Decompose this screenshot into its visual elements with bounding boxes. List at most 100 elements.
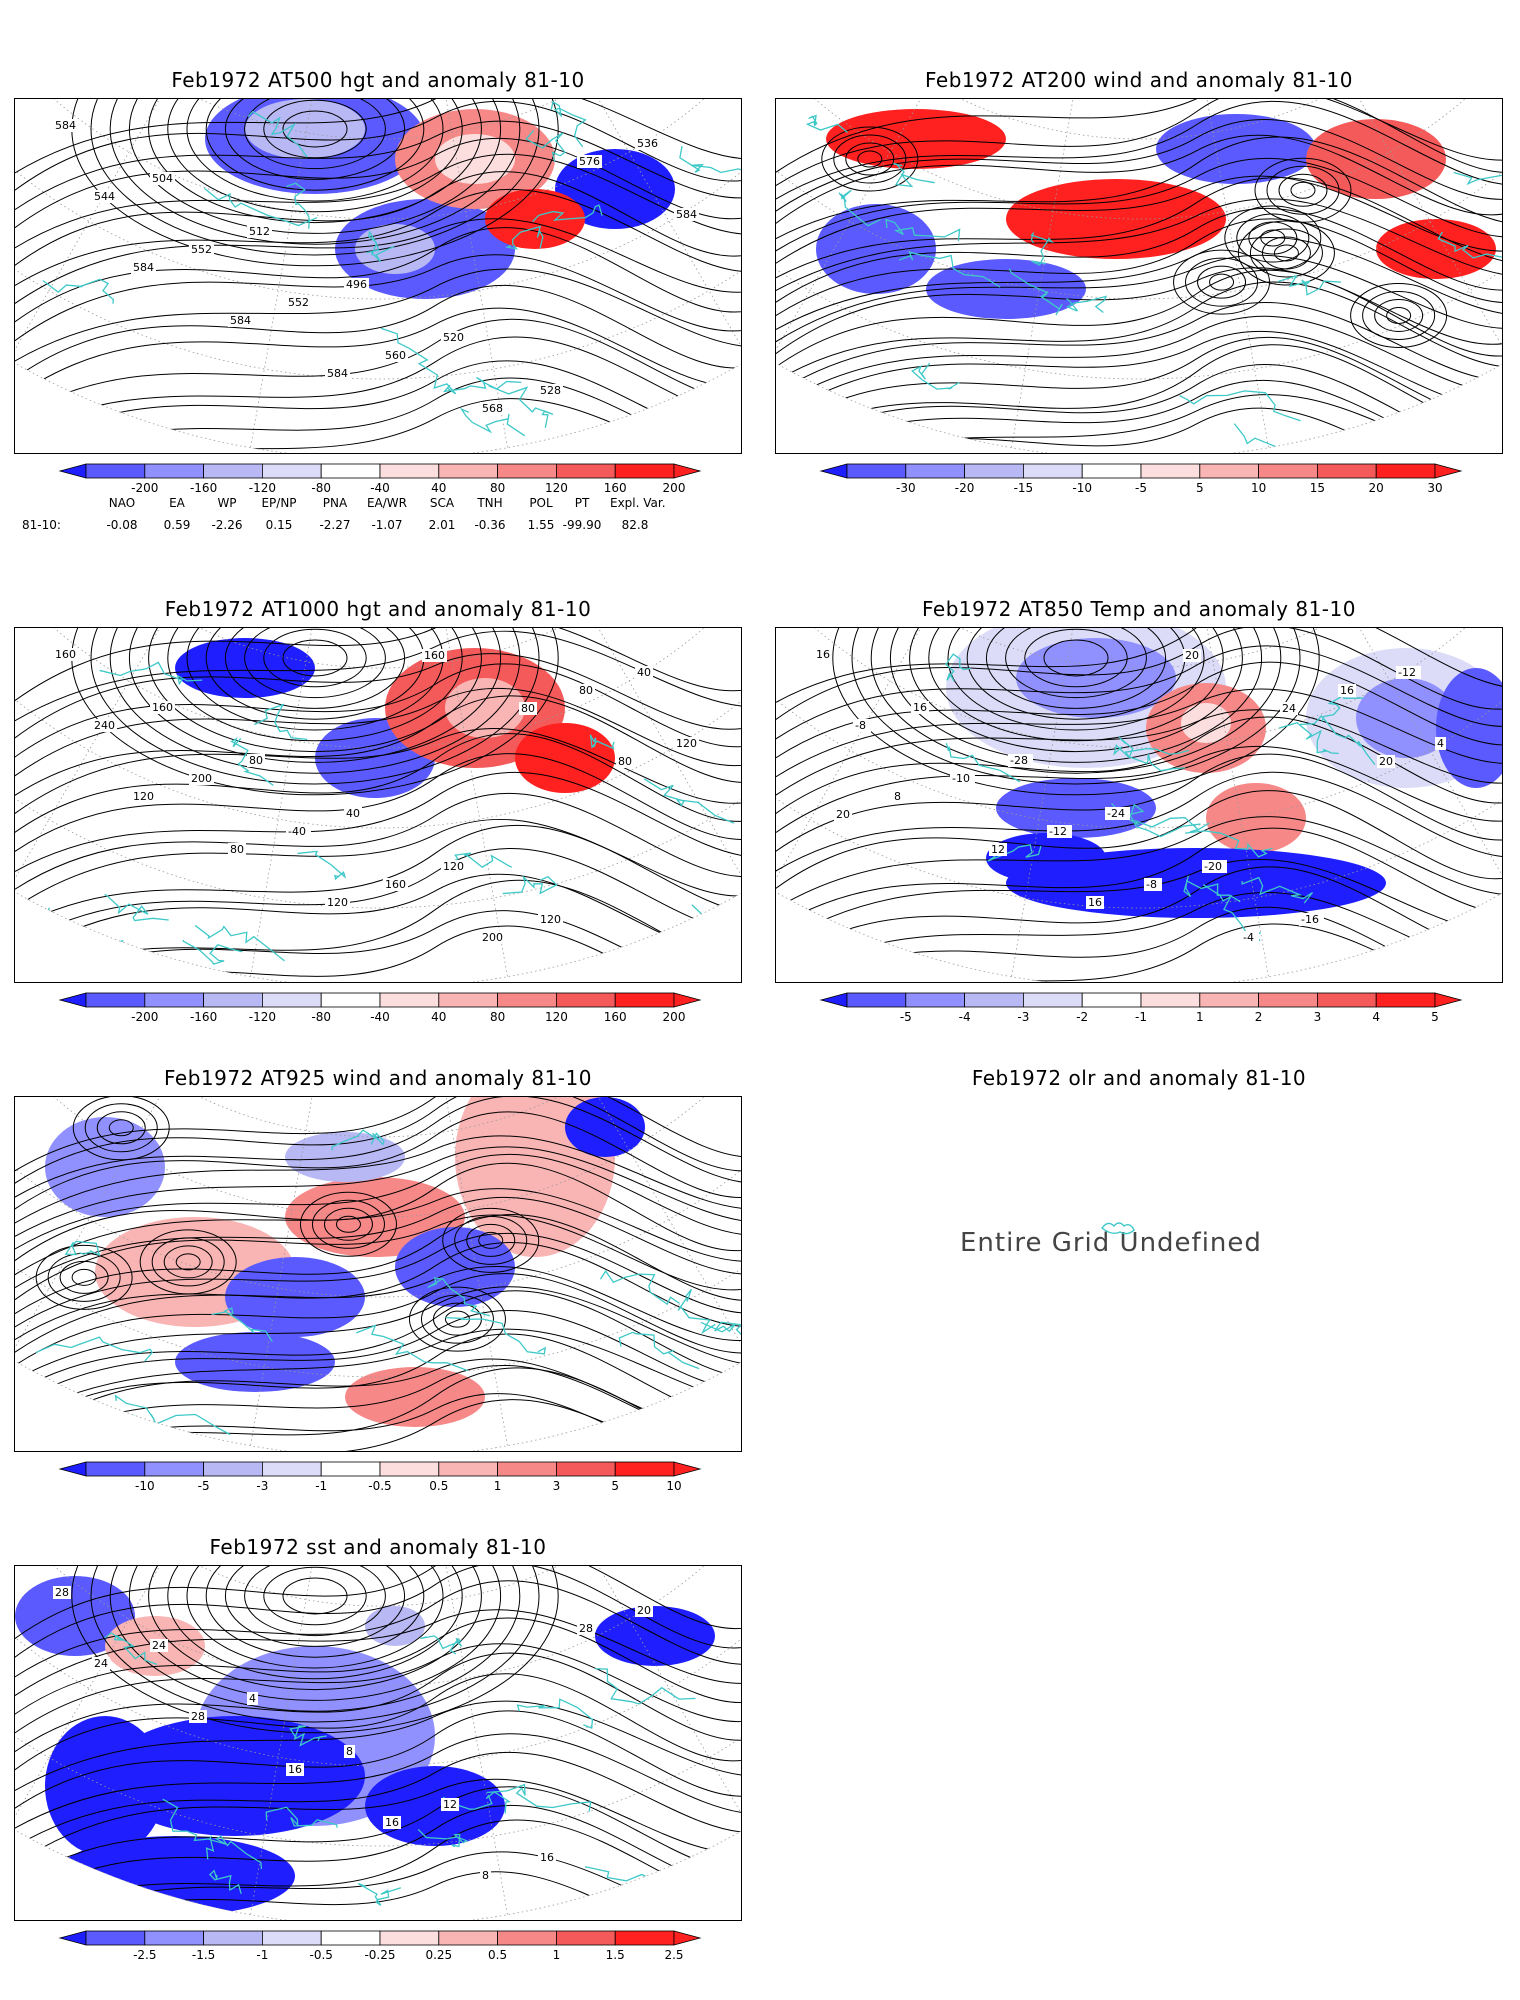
colorbar-tick-label: 15: [1310, 481, 1325, 495]
colorbar-swatch: [1316, 463, 1377, 479]
colorbar-tick-label: 120: [545, 1010, 568, 1024]
map-plot: 28 24 4 8 12 16 20 24 28 16 16 8 28: [15, 1566, 741, 1920]
contour-label: 4: [1437, 737, 1444, 750]
colorbar: -10 -5 -3 -1 -0.5 0.5 1 3 5 10: [58, 1461, 702, 1493]
colorbar-tick-label: 1: [553, 1948, 561, 1962]
colorbar-swatch: [203, 992, 263, 1008]
colorbar: -200 -160 -120 -80 -40 40 80 120 160 200: [58, 992, 702, 1024]
colorbar-swatch: [964, 463, 1024, 479]
contour-label: 20: [1379, 755, 1393, 768]
colorbar-tick-label: -120: [249, 1010, 276, 1024]
colorbar-swatch: [1140, 463, 1201, 479]
contour-label: 20: [836, 808, 850, 821]
teleconnection-indices: NAO EA WP EP/NP PNA EA/WR SCA TNH POL PT Expl. Var…: [22, 496, 742, 536]
colorbar-swatch: [846, 463, 907, 479]
contour-label: 552: [288, 296, 309, 309]
colorbar-tick-label: -40: [370, 1010, 390, 1024]
colorbar-swatch: [85, 1461, 146, 1477]
colorbar-tick-label: -120: [249, 481, 276, 495]
contour-label: 120: [133, 790, 154, 803]
contour-label: 120: [443, 860, 464, 873]
colorbar-tick-label: 10: [1251, 481, 1266, 495]
contour-label: 80: [521, 702, 535, 715]
colorbar-swatch: [261, 992, 322, 1008]
contour-label: 16: [540, 1851, 554, 1864]
contour-label: 16: [385, 1816, 399, 1829]
colorbar: -5 -4 -3 -2 -1 1 2 3 4 5: [819, 992, 1463, 1024]
colorbar-tick-label: 4: [1372, 1010, 1380, 1024]
colorbar-swatch: [320, 1461, 381, 1477]
negative-anomaly-region: [1016, 638, 1176, 718]
colorbar-tick-label: 5: [1431, 1010, 1439, 1024]
map-plot: [776, 99, 1502, 453]
contour-lines: [15, 628, 741, 982]
contour-lines: [15, 1566, 741, 1920]
colorbar-swatch: [144, 463, 205, 479]
colorbar-swatch: [1199, 463, 1259, 479]
colorbar-swatch: [261, 1930, 322, 1946]
contour-label: 544: [94, 190, 115, 203]
colorbar-swatch: [1022, 463, 1083, 479]
colorbar-swatch: [497, 1930, 557, 1946]
colorbar-swatch: [1022, 992, 1083, 1008]
colorbar-swatch: [144, 992, 205, 1008]
negative-anomaly-region: [926, 259, 1086, 319]
index-value: -2.26: [211, 518, 243, 532]
contour-label: 8: [346, 1745, 353, 1758]
index-value: 0.59: [163, 518, 191, 532]
colorbar-tick-label: -5: [198, 1479, 210, 1493]
coastlines: [805, 114, 1502, 453]
colorbar-swatch: [261, 1461, 322, 1477]
index-value: 0.15: [265, 518, 293, 532]
negative-anomaly-region: [1436, 668, 1502, 788]
colorbar-swatch: [85, 463, 146, 479]
colorbar-swatch: [846, 992, 907, 1008]
colorbar-tick-label: 80: [490, 1010, 505, 1024]
contour-label: 20: [1185, 649, 1199, 662]
colorbar-tick-label: -1: [315, 1479, 327, 1493]
map-panel: [775, 98, 1503, 454]
colorbar-swatch: [438, 1930, 498, 1946]
positive-anomaly-region: [445, 678, 525, 738]
colorbar-tick-label: 0.5: [429, 1479, 448, 1493]
positive-anomaly-region: [435, 134, 515, 184]
colorbar-swatch: [144, 1461, 205, 1477]
colorbar-swatch: [614, 1461, 675, 1477]
contour-label: -20: [1204, 860, 1222, 873]
colorbar-tick-label: 2: [1255, 1010, 1263, 1024]
colorbar-swatch: [1199, 992, 1259, 1008]
colorbar-swatch: [497, 463, 557, 479]
map-plot: 16 16 -28 -24 -20 -16 -12 -8 -10 -12 -8 -4 16 4 8 12 16 2…: [776, 628, 1502, 982]
contour-label: 584: [676, 208, 697, 221]
contour-label: 20: [637, 1604, 651, 1617]
contour-label: 24: [152, 1639, 166, 1652]
index-value: -0.08: [106, 518, 138, 532]
contour-label: 16: [816, 648, 830, 661]
contour-label: -16: [1301, 913, 1319, 926]
colorbar-tick-label: -200: [131, 1010, 158, 1024]
contour-label: 160: [424, 649, 445, 662]
colorbar-tick-label: 160: [604, 481, 627, 495]
map-panel: [14, 1096, 742, 1452]
contour-label: 512: [249, 225, 270, 238]
colorbar-tick-label: -0.5: [368, 1479, 391, 1493]
colorbar-tick-label: 3: [553, 1479, 561, 1493]
colorbar-swatch: [203, 463, 263, 479]
colorbar-swatch: [1375, 992, 1436, 1008]
panel-title: Feb1972 AT1000 hgt and anomaly 81-10: [164, 597, 592, 621]
negative-anomaly-region: [996, 778, 1156, 838]
colorbar-swatch: [614, 992, 675, 1008]
colorbar-swatch: [203, 1461, 263, 1477]
colorbar-tick-label: 2.5: [664, 1948, 683, 1962]
colorbar-tick-label: 120: [545, 481, 568, 495]
colorbar: -2.5 -1.5 -1 -0.5 -0.25 0.25 0.5 1 1.5 2.5: [58, 1930, 702, 1962]
contour-label: 504: [152, 172, 173, 185]
colorbar-swatch: [320, 1930, 381, 1946]
index-header: POL: [529, 496, 553, 510]
map-plot: 160 160 80 40 120 120 40 240 200 -40 160 200 80 120 12…: [15, 628, 741, 982]
map-panel: 28 24 4 8 12 16 20 24 28 16 16 8 28: [14, 1565, 742, 1921]
contour-label: 24: [94, 1657, 108, 1670]
negative-anomaly-region: [355, 224, 435, 274]
positive-anomaly-region: [1181, 703, 1231, 743]
contour-label: 528: [540, 384, 561, 397]
